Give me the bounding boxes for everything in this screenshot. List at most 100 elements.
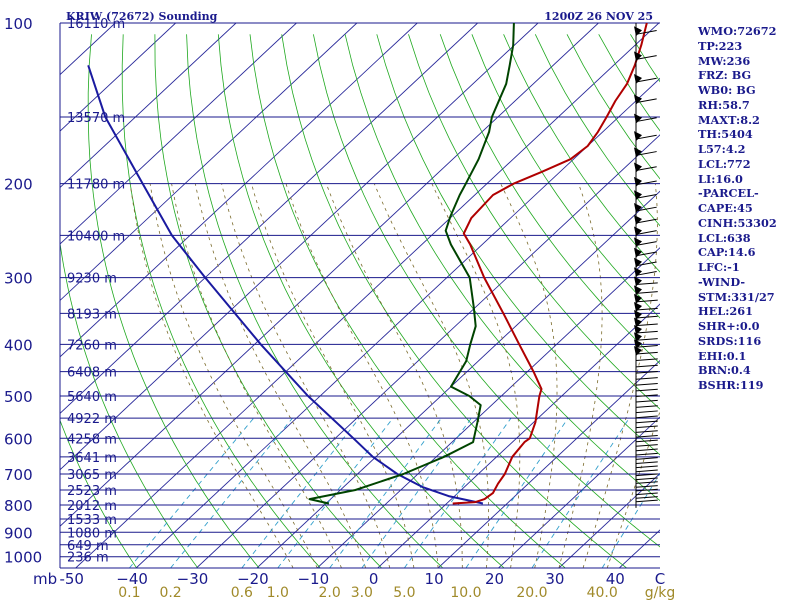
wind-barb [635, 30, 657, 35]
wind-barb-flag [634, 202, 642, 213]
mixing-ratio-tick-label: 10.0 [450, 585, 481, 600]
dry-adiabat-line [154, 34, 382, 568]
isotherm-line [316, 247, 660, 568]
wind-barb [635, 358, 658, 362]
wind-barb [635, 415, 658, 419]
temperature-tick-label: -50 [59, 570, 84, 588]
index-item: LI:16.0 [698, 171, 743, 186]
mixing-ratio-tick-label: 20.0 [516, 585, 547, 600]
pressure-tick-label: 600 [4, 430, 33, 448]
wind-barb-flag [634, 257, 642, 268]
height-label: 6408 m [67, 366, 117, 381]
wind-barb-flag [634, 345, 642, 356]
wind-barb-flag [634, 293, 642, 304]
wind-barb-flag [634, 147, 642, 158]
mixing-ratio-line [170, 417, 293, 568]
height-label: 1080 m [67, 526, 117, 541]
wind-barb [635, 425, 658, 429]
wind-barb [635, 291, 658, 294]
mixing-ratio-tick-label: 1.0 [267, 585, 289, 600]
isotherm-line [437, 360, 660, 568]
wind-barb [635, 477, 658, 481]
temperature-tick-label: 0 [369, 570, 379, 588]
wind-barb [635, 299, 658, 303]
mixing-ratio-tick-label: 0.6 [231, 585, 253, 600]
mixing-ratio-tick-label: 0.2 [159, 585, 181, 600]
wind-barb-flag [634, 309, 642, 320]
wind-barb [635, 452, 658, 456]
wind-barb [635, 388, 658, 392]
wind-barb [635, 117, 657, 123]
wind-barb [635, 488, 658, 492]
wind-barb-flag [634, 247, 642, 258]
index-item: MAXT:8.2 [698, 112, 760, 127]
dry-adiabat-line [87, 34, 260, 568]
wind-barbs [634, 23, 658, 508]
wind-barb-flag [634, 176, 642, 187]
wind-barb [635, 492, 658, 496]
dry-adiabat-line [376, 34, 660, 456]
wind-barb [635, 448, 658, 452]
wind-barb-flag [634, 74, 642, 85]
index-item: FRZ: BG [698, 68, 752, 83]
wind-barb [635, 382, 658, 386]
temperature-tick-label: 30 [545, 570, 564, 588]
wind-barb [635, 338, 658, 341]
index-item: MW:236 [698, 53, 751, 68]
temperature-tick-label: 20 [485, 570, 504, 588]
temperature-unit-label: C [655, 570, 665, 588]
mixing-ratio-line [404, 417, 512, 568]
dry-adiabat-line [344, 34, 660, 502]
wind-barb [635, 315, 658, 319]
index-item: CINH:53302 [698, 215, 777, 230]
pressure-tick-label: 100 [4, 15, 33, 33]
mixing-ratio-line [531, 417, 630, 568]
isotherm-line [60, 23, 478, 414]
index-item: -WIND- [698, 274, 746, 289]
index-item: HEL:261 [698, 304, 753, 319]
wind-barb [635, 271, 657, 276]
wind-barb [635, 444, 658, 447]
wind-barb [635, 485, 658, 488]
wind-barb [635, 410, 658, 414]
isotherm-line [60, 23, 297, 245]
height-label: 5640 m [67, 390, 117, 405]
moist-adiabat-line [149, 183, 318, 568]
wind-barb-flag [634, 332, 642, 343]
temperature-tick-label: −10 [297, 570, 329, 588]
isotherm-line [60, 23, 237, 189]
wind-barb [635, 457, 658, 460]
isotherm-line [256, 190, 660, 568]
wind-barb [635, 206, 657, 212]
wind-barb-flag [634, 339, 642, 350]
wind-barb [635, 345, 658, 348]
index-item: SHR+:0.0 [698, 319, 760, 333]
index-item: RH:58.7 [698, 97, 750, 112]
isotherm-line [135, 77, 660, 568]
temperature-tick-label: 10 [425, 570, 444, 588]
index-item: L57:4.2 [698, 142, 746, 156]
wind-barb [635, 230, 657, 235]
wind-barb [635, 371, 658, 374]
height-label: 16110 m [67, 17, 125, 32]
wind-barb-flag [634, 190, 642, 201]
wind-barb-flag [634, 162, 642, 173]
index-item: LCL:772 [698, 156, 751, 171]
mixing-ratio-line [601, 472, 660, 568]
mixing-ratio-tick-label: 40.0 [587, 585, 618, 600]
dry-adiabat-line [439, 34, 660, 365]
chart-title: KRIW (72672) Sounding [66, 10, 218, 23]
wind-barb-flag [634, 267, 642, 278]
wind-barb [635, 151, 657, 156]
pressure-unit-label: mb [33, 570, 57, 588]
moist-adiabat-line [431, 183, 521, 568]
wind-barb [635, 193, 657, 199]
pressure-tick-label: 1000 [4, 549, 42, 567]
height-label: 3065 m [67, 468, 117, 483]
index-item: BSHR:119 [698, 378, 764, 392]
wind-barb-flag [634, 325, 642, 336]
height-label: 3641 m [67, 451, 117, 466]
index-item: TP:223 [698, 38, 743, 53]
wind-barb [635, 481, 658, 484]
